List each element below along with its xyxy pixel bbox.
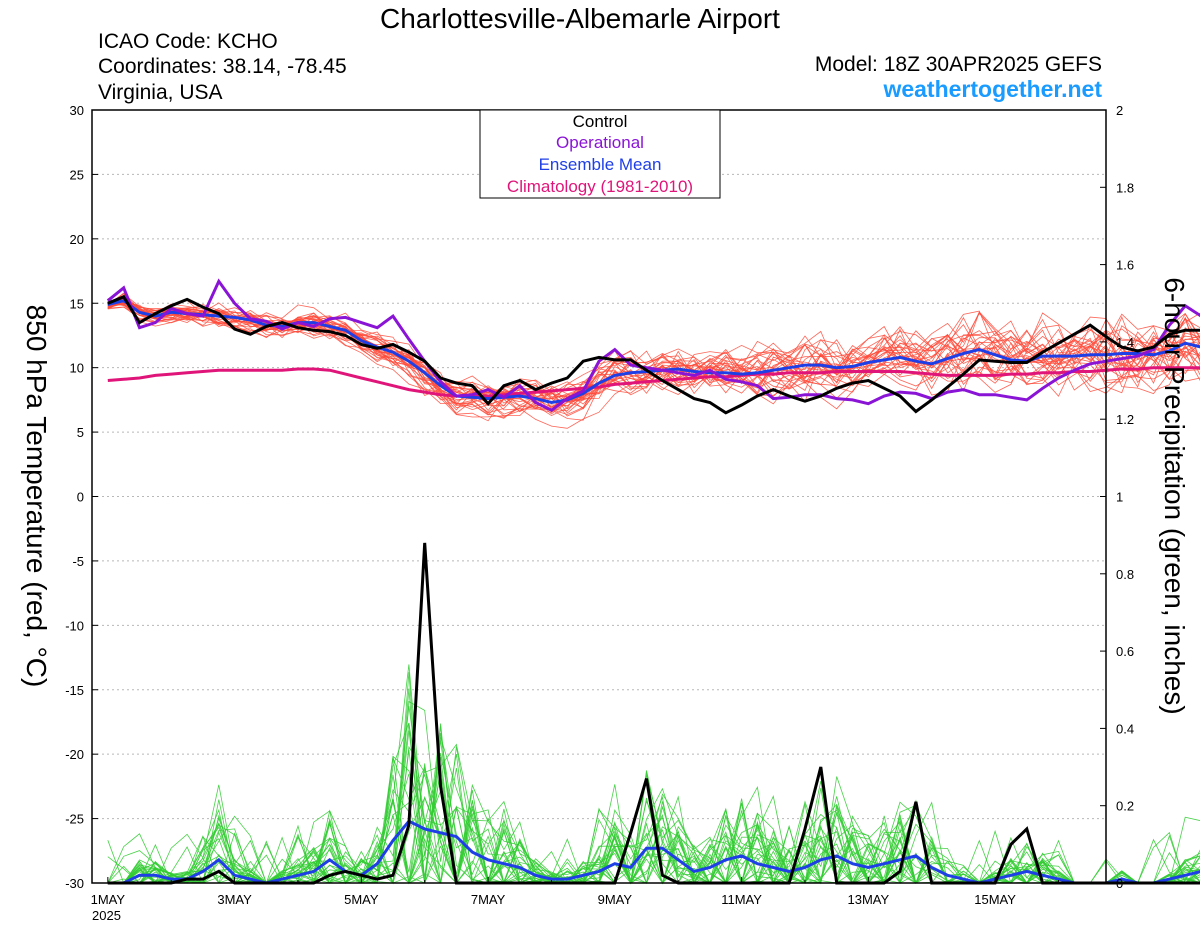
- right-tick-label: 0.6: [1116, 644, 1134, 659]
- precip-member-line: [107, 726, 1200, 884]
- temp-mean-line: [107, 299, 1200, 405]
- right-tick-label: 0.2: [1116, 799, 1134, 814]
- right-tick-label: 1.6: [1116, 258, 1134, 273]
- right-tick-label: 1.8: [1116, 180, 1134, 195]
- temp-member-line: [107, 300, 1200, 409]
- temp-member-line: [107, 299, 1200, 401]
- left-tick-label: -5: [72, 554, 84, 569]
- left-tick-label: 20: [70, 232, 84, 247]
- precip-member-line: [107, 664, 1200, 884]
- precip-member-line: [107, 768, 1200, 885]
- left-axis-label: 850 hPa Temperature (red, °C): [21, 305, 52, 688]
- site-brand[interactable]: weathertogether.net: [882, 76, 1102, 102]
- right-tick-label: 1.2: [1116, 412, 1134, 427]
- left-tick-label: 10: [70, 361, 84, 376]
- left-tick-label: 15: [70, 296, 84, 311]
- precip-member-line: [107, 672, 1200, 884]
- axis-ticks: 302520151050-5-10-15-20-25-3021.81.61.41…: [65, 103, 1134, 907]
- temp-member-line: [107, 300, 1200, 413]
- chart-title: Charlottesville-Albemarle Airport: [380, 3, 780, 34]
- left-tick-label: -20: [65, 747, 84, 762]
- left-tick-label: 0: [77, 490, 84, 505]
- x-tick-label: 5MAY: [344, 892, 379, 907]
- left-tick-label: -25: [65, 812, 84, 827]
- temp-control-line: [107, 294, 1200, 415]
- x-tick-label: 15MAY: [974, 892, 1016, 907]
- precip-member-line: [107, 775, 1200, 884]
- x-tick-label: 3MAY: [217, 892, 252, 907]
- right-tick-label: 2: [1116, 103, 1123, 118]
- x-year-label: 2025: [92, 908, 121, 923]
- legend-ensemble-mean: Ensemble Mean: [539, 155, 662, 174]
- legend-box: [479, 109, 721, 199]
- left-tick-label: 5: [77, 425, 84, 440]
- x-tick-label: 13MAY: [848, 892, 890, 907]
- temp-member-line: [107, 302, 1200, 407]
- precip-member-line: [107, 755, 1200, 885]
- left-tick-label: 30: [70, 103, 84, 118]
- x-tick-label: 11MAY: [721, 892, 762, 907]
- temp-member-line: [107, 304, 1200, 403]
- temp-member-line: [107, 302, 1200, 410]
- legend-control: Control: [573, 112, 628, 131]
- x-tick-label: 9MAY: [598, 892, 633, 907]
- right-tick-label: 0.8: [1116, 567, 1134, 582]
- right-tick-label: 0: [1116, 876, 1123, 891]
- model-run: Model: 18Z 30APR2025 GEFS: [815, 53, 1102, 76]
- icao-code: ICAO Code: KCHO: [98, 30, 278, 53]
- x-tick-label: 7MAY: [471, 892, 506, 907]
- region: Virginia, USA: [98, 81, 223, 104]
- right-tick-label: 1: [1116, 490, 1123, 505]
- coordinates: Coordinates: 38.14, -78.45: [98, 55, 347, 78]
- right-tick-label: 1.4: [1116, 335, 1134, 350]
- temp-member-line: [107, 301, 1200, 414]
- temp-operational-line: [106, 278, 1200, 412]
- legend-climatology: Climatology (1981-2010): [507, 177, 693, 196]
- right-tick-label: 0.4: [1116, 721, 1134, 736]
- left-tick-label: -15: [65, 683, 84, 698]
- temp-climatology-line: [107, 366, 1200, 398]
- legend-operational: Operational: [556, 133, 644, 152]
- legend: Control Operational Ensemble Mean Climat…: [479, 109, 721, 199]
- right-axis-label: 6-hour Precipitation (green, inches): [1159, 277, 1190, 714]
- left-tick-label: -10: [65, 618, 84, 633]
- x-tick-label: 1MAY: [91, 892, 126, 907]
- left-tick-label: 25: [70, 167, 84, 182]
- left-tick-label: -30: [65, 876, 84, 891]
